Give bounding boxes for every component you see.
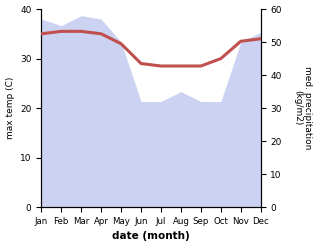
Y-axis label: med. precipitation
(kg/m2): med. precipitation (kg/m2) xyxy=(293,66,313,150)
X-axis label: date (month): date (month) xyxy=(112,231,190,242)
Y-axis label: max temp (C): max temp (C) xyxy=(5,77,15,139)
